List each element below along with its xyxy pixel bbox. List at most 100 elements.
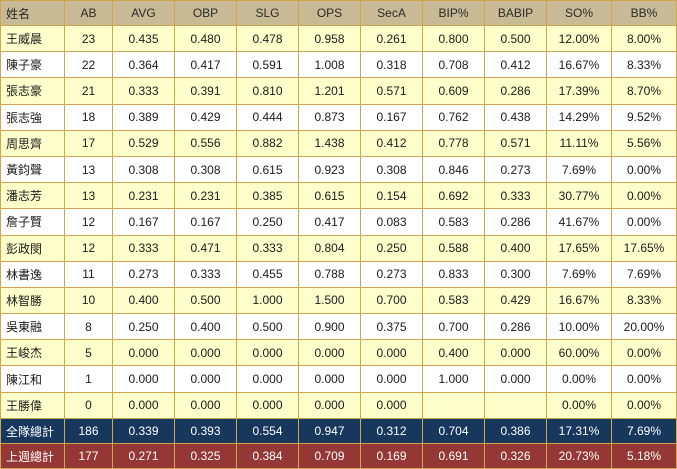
stat-cell: 0.286 — [484, 313, 547, 341]
stat-cell: 0.480 — [174, 24, 237, 53]
total-stat-cell: 177 — [64, 443, 113, 469]
stat-cell: 0.500 — [484, 24, 547, 53]
header-cell-seca: SecA — [360, 0, 423, 26]
stat-cell: 0.00% — [611, 155, 677, 184]
stat-cell: 0.882 — [236, 129, 299, 157]
stat-cell: 0.000 — [174, 339, 237, 367]
player-name-cell: 詹子賢 — [0, 208, 65, 236]
header-cell-bb: BB% — [611, 0, 677, 26]
stat-cell: 0.412 — [360, 129, 423, 157]
stat-cell: 18 — [64, 103, 113, 131]
stat-cell: 0.900 — [298, 313, 361, 341]
table-row: 林智勝 10 0.400 0.500 1.000 1.500 0.700 0.583 0.429… — [0, 286, 677, 315]
stat-cell: 10 — [64, 286, 113, 315]
stat-cell: 0.000 — [174, 391, 237, 420]
stat-cell: 0.400 — [112, 286, 175, 315]
stat-cell — [484, 391, 547, 420]
player-name-cell: 張志豪 — [0, 77, 65, 105]
stat-cell: 60.00% — [546, 339, 612, 367]
stat-cell: 0.400 — [484, 234, 547, 262]
stat-cell: 0.300 — [484, 260, 547, 288]
stat-cell: 0.00% — [611, 391, 677, 420]
header-cell-so: SO% — [546, 0, 612, 26]
stat-cell: 0.810 — [236, 77, 299, 105]
stat-cell: 0.250 — [360, 234, 423, 262]
stat-cell: 8.33% — [611, 51, 677, 79]
player-name-cell: 林書逸 — [0, 260, 65, 288]
stat-cell: 0.478 — [236, 24, 299, 53]
player-name-cell: 林智勝 — [0, 286, 65, 315]
stat-cell: 7.69% — [611, 260, 677, 288]
stat-cell: 12 — [64, 208, 113, 236]
stat-cell: 0.333 — [112, 234, 175, 262]
stat-cell: 0.000 — [174, 365, 237, 393]
stat-cell: 5.56% — [611, 129, 677, 157]
player-name-cell: 王威晨 — [0, 24, 65, 53]
player-name-cell: 張志強 — [0, 103, 65, 131]
player-name-cell: 王峻杰 — [0, 339, 65, 367]
stat-cell: 0.788 — [298, 260, 361, 288]
total-stat-cell: 0.393 — [174, 418, 237, 444]
stat-cell: 30.77% — [546, 182, 612, 210]
stat-cell: 0.556 — [174, 129, 237, 157]
total-stat-cell: 0.704 — [422, 418, 485, 444]
total-stat-cell: 0.691 — [422, 443, 485, 469]
stat-cell: 0.000 — [236, 339, 299, 367]
table-row: 黃鈞聲 13 0.308 0.308 0.615 0.923 0.308 0.846 0.273… — [0, 155, 677, 184]
stat-cell: 13 — [64, 155, 113, 184]
stat-cell: 0.583 — [422, 286, 485, 315]
player-name-cell: 吳東融 — [0, 313, 65, 341]
stat-cell: 17 — [64, 129, 113, 157]
stat-cell: 1.500 — [298, 286, 361, 315]
stat-cell: 0.083 — [360, 208, 423, 236]
stat-cell: 1.000 — [236, 286, 299, 315]
stat-cell: 0.261 — [360, 24, 423, 53]
stat-cell: 12.00% — [546, 24, 612, 53]
total-stat-cell: 0.169 — [360, 443, 423, 469]
stat-cell: 0.588 — [422, 234, 485, 262]
stat-cell: 12 — [64, 234, 113, 262]
stat-cell: 0.529 — [112, 129, 175, 157]
stat-cell: 0.000 — [360, 391, 423, 420]
header-cell-bip: BIP% — [422, 0, 485, 26]
stat-cell: 0.385 — [236, 182, 299, 210]
stat-cell: 0.00% — [611, 182, 677, 210]
stat-cell: 0.455 — [236, 260, 299, 288]
total-stat-cell: 186 — [64, 418, 113, 444]
stat-cell: 0.000 — [112, 339, 175, 367]
stat-cell: 0.000 — [112, 391, 175, 420]
stat-cell: 0.167 — [174, 208, 237, 236]
stat-cell: 0.873 — [298, 103, 361, 131]
stat-cell: 0.167 — [360, 103, 423, 131]
stat-cell: 20.00% — [611, 313, 677, 341]
team-total-row: 全隊總計 186 0.339 0.393 0.554 0.947 0.312 0.704 0.3… — [0, 418, 677, 444]
stat-cell: 0.833 — [422, 260, 485, 288]
total-label-cell: 全隊總計 — [0, 418, 65, 444]
stat-cell: 8.00% — [611, 24, 677, 53]
stat-cell: 0.308 — [360, 155, 423, 184]
table-row: 林書逸 11 0.273 0.333 0.455 0.788 0.273 0.833 0.300… — [0, 260, 677, 288]
stat-cell: 1.008 — [298, 51, 361, 79]
stat-cell: 0.00% — [546, 365, 612, 393]
stat-cell: 0.00% — [611, 339, 677, 367]
stat-cell: 0.231 — [112, 182, 175, 210]
stat-cell: 0.333 — [112, 77, 175, 105]
stat-cell: 21 — [64, 77, 113, 105]
total-stat-cell: 20.73% — [546, 443, 612, 469]
stat-cell: 0.571 — [484, 129, 547, 157]
stat-cell: 0.444 — [236, 103, 299, 131]
stat-cell: 0.609 — [422, 77, 485, 105]
stat-cell: 1.000 — [422, 365, 485, 393]
stat-cell: 0.400 — [422, 339, 485, 367]
table-row: 陳江和 1 0.000 0.000 0.000 0.000 0.000 1.000 0.000 0… — [0, 365, 677, 393]
stat-cell: 0.00% — [546, 391, 612, 420]
stat-cell: 0.333 — [236, 234, 299, 262]
stat-cell: 0.615 — [298, 182, 361, 210]
stat-cell: 0.308 — [112, 155, 175, 184]
stat-cell: 17.65% — [546, 234, 612, 262]
stat-cell: 9.52% — [611, 103, 677, 131]
total-stat-cell: 0.386 — [484, 418, 547, 444]
stat-cell: 0.700 — [360, 286, 423, 315]
stat-cell: 0.846 — [422, 155, 485, 184]
